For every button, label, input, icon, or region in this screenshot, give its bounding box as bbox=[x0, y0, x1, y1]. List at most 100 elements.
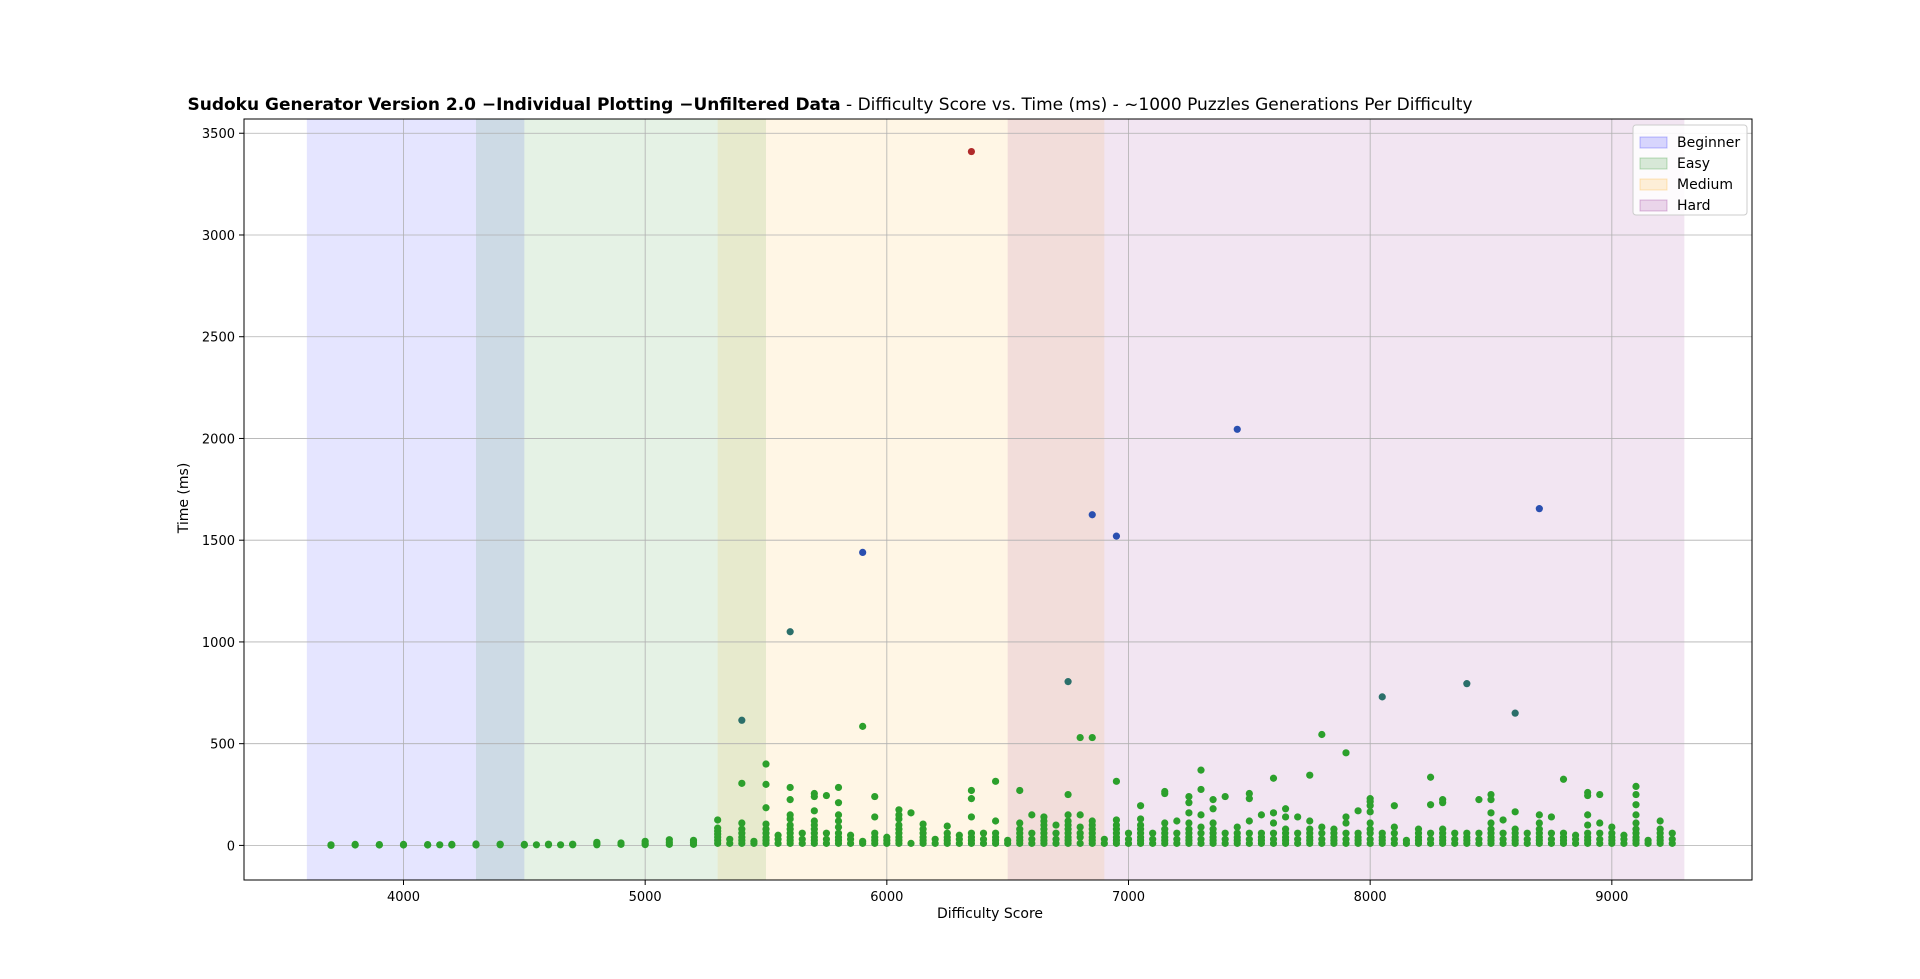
data-point bbox=[1511, 808, 1519, 816]
data-point bbox=[859, 837, 867, 845]
data-point bbox=[1221, 835, 1229, 843]
data-point bbox=[1318, 829, 1326, 837]
data-point bbox=[1584, 811, 1592, 819]
x-tick-label: 7000 bbox=[1112, 890, 1145, 905]
data-point bbox=[883, 833, 891, 841]
legend-swatch-hard bbox=[1639, 199, 1668, 212]
data-point bbox=[1185, 819, 1193, 827]
data-point bbox=[991, 777, 1000, 785]
data-point bbox=[1390, 802, 1398, 810]
data-point bbox=[1173, 835, 1181, 843]
x-axis-label: Difficulty Score bbox=[937, 906, 1043, 922]
data-point bbox=[1064, 811, 1072, 819]
data-point bbox=[641, 837, 649, 845]
data-point bbox=[762, 780, 770, 788]
data-point bbox=[1487, 790, 1495, 799]
data-point bbox=[1004, 836, 1012, 844]
data-point bbox=[1245, 817, 1253, 825]
data-point bbox=[1584, 788, 1592, 797]
data-point bbox=[967, 795, 976, 803]
data-point bbox=[1294, 813, 1302, 821]
data-point bbox=[1209, 796, 1217, 804]
data-point bbox=[1390, 829, 1398, 837]
data-point bbox=[1342, 819, 1350, 827]
data-point bbox=[822, 791, 831, 800]
data-point bbox=[1487, 809, 1495, 817]
data-point bbox=[375, 840, 383, 849]
data-point bbox=[1016, 825, 1024, 833]
data-point bbox=[1076, 839, 1084, 847]
data-point bbox=[1257, 811, 1266, 819]
data-point bbox=[1161, 819, 1169, 827]
data-point bbox=[1028, 835, 1036, 843]
data-point bbox=[1426, 801, 1435, 809]
y-tick-label: 500 bbox=[210, 738, 235, 753]
data-point bbox=[1088, 817, 1096, 825]
data-point bbox=[1112, 532, 1121, 540]
data-point bbox=[1475, 835, 1483, 843]
data-point bbox=[979, 829, 988, 837]
data-point bbox=[738, 825, 746, 833]
data-point bbox=[399, 840, 408, 848]
data-point bbox=[1245, 795, 1253, 803]
data-point bbox=[895, 806, 903, 814]
chart-title-rest: - Difficulty Score vs. Time (ms) - ~1000… bbox=[841, 95, 1473, 115]
data-point bbox=[1149, 835, 1157, 843]
data-point bbox=[424, 840, 432, 849]
data-point bbox=[1535, 811, 1543, 819]
data-point bbox=[1269, 819, 1278, 827]
data-point bbox=[1281, 813, 1290, 821]
data-point bbox=[810, 807, 818, 815]
data-point bbox=[1161, 787, 1169, 796]
data-point bbox=[1173, 829, 1181, 837]
data-point bbox=[1028, 811, 1036, 819]
data-point bbox=[1124, 829, 1133, 837]
data-point bbox=[1124, 835, 1133, 843]
y-tick-label: 2500 bbox=[202, 331, 235, 346]
data-point bbox=[798, 835, 806, 843]
data-point bbox=[1197, 829, 1205, 837]
data-point bbox=[1052, 829, 1060, 837]
data-point bbox=[1475, 829, 1483, 837]
data-point bbox=[1197, 811, 1205, 819]
data-point bbox=[520, 840, 528, 848]
data-point bbox=[1632, 825, 1640, 833]
data-point bbox=[1596, 829, 1604, 837]
data-point bbox=[714, 824, 722, 832]
data-point bbox=[1487, 819, 1495, 827]
data-point bbox=[1306, 771, 1314, 779]
data-point bbox=[1209, 805, 1217, 813]
data-point bbox=[738, 716, 746, 724]
data-point bbox=[1366, 808, 1374, 816]
data-point bbox=[1439, 796, 1447, 804]
data-point bbox=[1040, 813, 1048, 821]
data-point bbox=[1294, 835, 1302, 843]
data-point bbox=[1475, 796, 1483, 804]
chart-title-bold: Sudoku Generator Version 2.0 −Individual… bbox=[187, 95, 840, 115]
data-point bbox=[1318, 823, 1326, 831]
axes-frame bbox=[243, 118, 1753, 881]
legend-box bbox=[1632, 124, 1748, 216]
data-point bbox=[1414, 825, 1423, 833]
data-point bbox=[1366, 795, 1374, 803]
legend-label-hard: Hard bbox=[1677, 198, 1711, 214]
data-point bbox=[617, 839, 625, 847]
data-point bbox=[1596, 819, 1604, 827]
data-point bbox=[786, 783, 794, 792]
data-point bbox=[1487, 825, 1495, 833]
data-point bbox=[1076, 733, 1084, 742]
data-point bbox=[1342, 829, 1350, 837]
data-point bbox=[810, 817, 818, 825]
data-point bbox=[1426, 835, 1435, 843]
data-point bbox=[871, 792, 879, 801]
data-point bbox=[1052, 821, 1060, 829]
data-point bbox=[327, 841, 335, 849]
data-point bbox=[738, 779, 746, 787]
data-point bbox=[834, 823, 843, 831]
data-point bbox=[714, 816, 722, 824]
data-point bbox=[919, 820, 927, 828]
data-point bbox=[1088, 511, 1096, 519]
data-point bbox=[1668, 835, 1676, 843]
